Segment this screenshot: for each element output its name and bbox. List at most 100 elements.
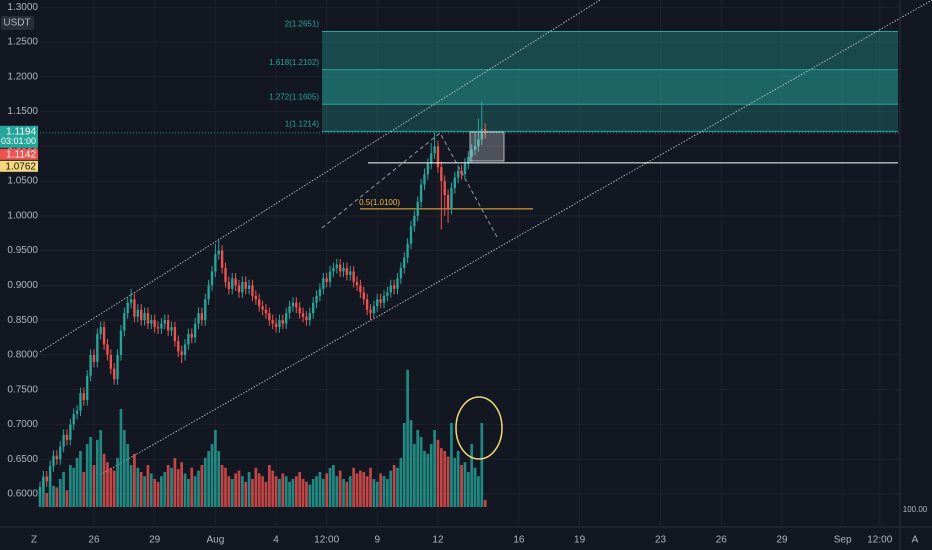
x-tick-label: Sep (834, 535, 852, 546)
candle-body (460, 170, 463, 175)
volume-bar (456, 451, 460, 507)
volume-bar (247, 472, 251, 507)
volume-bar (288, 481, 291, 507)
candle-body (139, 309, 143, 321)
candle-body (123, 313, 126, 331)
volume-bar (450, 423, 453, 507)
volume-bar (190, 467, 194, 507)
candle-body (177, 340, 180, 352)
candle-body (163, 320, 166, 324)
y-tick-label: 1.3000 (7, 2, 38, 13)
volume-bar (342, 479, 345, 507)
volume-bar (244, 481, 248, 507)
volume-bar (82, 472, 86, 507)
x-tick-label: 29 (149, 535, 161, 546)
volume-bar (170, 467, 173, 507)
x-tick-label: 19 (574, 535, 586, 546)
candle-body (274, 323, 278, 328)
right-icon[interactable]: A (912, 535, 919, 546)
x-tick-label: 26 (716, 535, 728, 546)
x-tick-label: 29 (776, 535, 788, 546)
candle-body (409, 226, 413, 244)
y-tick-label: 1.1500 (7, 106, 38, 117)
candle-body (126, 302, 129, 314)
candle-body (463, 163, 467, 175)
candle-body (473, 146, 477, 150)
y-tick-label: 0.9500 (7, 245, 38, 256)
candle-body (62, 434, 65, 447)
candle-body (291, 302, 295, 307)
x-tick-label: 16 (513, 535, 525, 546)
candle-body (99, 327, 102, 335)
volume-bar (345, 481, 349, 507)
volume-bar (355, 473, 359, 507)
candle-body (150, 320, 153, 324)
volume-bar (284, 476, 288, 507)
y-tick-label: 1.0500 (7, 176, 38, 187)
left-icon[interactable]: Z (31, 535, 37, 546)
candle-body (288, 306, 291, 314)
candle-body (406, 243, 409, 258)
candle-body (467, 156, 470, 164)
candle-body (403, 257, 406, 268)
candle-body (457, 170, 460, 178)
y-tick-label: 0.8000 (7, 350, 38, 361)
candle-body (153, 320, 156, 328)
volume-bar (251, 479, 254, 507)
volume-bar (183, 473, 187, 507)
candle-body (372, 306, 376, 314)
candle-body (426, 163, 430, 175)
volume-bar (375, 481, 379, 507)
selection-box (469, 131, 505, 162)
volume-bar (325, 473, 329, 507)
volume-bar (409, 420, 413, 507)
volume-bar (328, 467, 332, 507)
candle-body (180, 351, 183, 355)
candle-body (173, 327, 177, 341)
price-tag (0, 148, 38, 160)
volume-bar (102, 453, 106, 507)
volume-bar (136, 467, 140, 507)
volume-bar (116, 458, 119, 507)
candle-body (453, 177, 457, 189)
volume-bar (443, 451, 447, 507)
volume-bar (352, 467, 355, 507)
y-tick-label: 0.9000 (7, 280, 38, 291)
volume-bar (261, 476, 264, 507)
candle-body (244, 281, 247, 289)
x-tick-label: 23 (655, 535, 667, 546)
volume-bar (372, 479, 376, 507)
candle-body (251, 285, 254, 296)
candle-body (416, 201, 419, 216)
candle-body (217, 250, 220, 255)
fib-extension: 1(1.1214) 1.272(1.1605) 1.618(1.2102) 2(1.2… (269, 20, 898, 210)
countdown: 03:01:00 (1, 136, 36, 146)
candle-body (355, 281, 359, 286)
candle-body (69, 424, 72, 440)
candle-body (365, 299, 369, 310)
candle-body (160, 323, 163, 329)
volume-bar (305, 481, 308, 507)
candle-body (170, 327, 173, 331)
volume-bar (413, 444, 416, 507)
volume-bar (436, 439, 440, 507)
candle-body (419, 184, 423, 202)
volume-bar (163, 472, 167, 507)
candle-body (214, 254, 217, 272)
volume-bar (392, 465, 396, 507)
volume-bar (254, 467, 258, 507)
candle-body (281, 320, 285, 324)
candle-body (477, 139, 480, 147)
volume-bar (365, 476, 369, 507)
candle-body (325, 278, 328, 282)
fib-label: 1(1.1214) (285, 120, 320, 129)
volume-bar (173, 458, 177, 507)
volume-bar (106, 462, 109, 507)
volume-bar (257, 473, 261, 507)
channel-upper (39, 0, 601, 353)
volume-bar (230, 479, 234, 507)
candle-body (79, 393, 82, 411)
axes: 0.6000 0.6500 0.7000 0.7500 0.8000 0.8500 0.90… (0, 2, 893, 546)
candle-body (386, 292, 389, 296)
candle-body (113, 368, 116, 380)
